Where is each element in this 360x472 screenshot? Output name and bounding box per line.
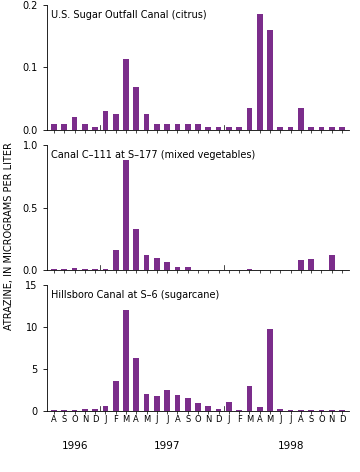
Bar (185, 124, 190, 130)
Bar (92, 127, 98, 130)
Bar (51, 124, 57, 130)
Bar (288, 127, 293, 130)
Bar (154, 124, 160, 130)
Bar (103, 111, 108, 130)
Bar (195, 124, 201, 130)
Bar (216, 127, 221, 130)
Bar (185, 267, 190, 270)
Bar (195, 403, 201, 411)
Text: 1996: 1996 (61, 441, 88, 451)
Bar (144, 114, 149, 130)
Bar (113, 381, 118, 411)
Bar (51, 269, 57, 270)
Bar (329, 255, 334, 270)
Text: ATRAZINE, IN MICROGRAMS PER LITER: ATRAZINE, IN MICROGRAMS PER LITER (4, 142, 14, 330)
Bar (82, 124, 88, 130)
Bar (247, 108, 252, 130)
Bar (103, 406, 108, 411)
Bar (329, 127, 334, 130)
Bar (278, 127, 283, 130)
Bar (82, 409, 88, 411)
Bar (72, 268, 77, 270)
Bar (164, 261, 170, 270)
Bar (92, 269, 98, 270)
Bar (278, 409, 283, 411)
Bar (154, 258, 160, 270)
Bar (154, 396, 160, 411)
Bar (123, 59, 129, 130)
Bar (257, 407, 262, 411)
Bar (339, 127, 345, 130)
Bar (206, 127, 211, 130)
Bar (144, 255, 149, 270)
Bar (164, 124, 170, 130)
Bar (82, 269, 88, 270)
Bar (236, 127, 242, 130)
Text: Canal C–111 at S–177 (mixed vegetables): Canal C–111 at S–177 (mixed vegetables) (51, 150, 256, 160)
Bar (206, 405, 211, 411)
Text: Hillsboro Canal at S–6 (sugarcane): Hillsboro Canal at S–6 (sugarcane) (51, 290, 220, 300)
Bar (308, 127, 314, 130)
Bar (164, 390, 170, 411)
Bar (247, 386, 252, 411)
Bar (298, 260, 304, 270)
Bar (123, 160, 129, 270)
Bar (185, 398, 190, 411)
Text: 1998: 1998 (277, 441, 304, 451)
Bar (308, 259, 314, 270)
Bar (247, 269, 252, 270)
Bar (134, 87, 139, 130)
Bar (62, 269, 67, 270)
Bar (72, 118, 77, 130)
Bar (226, 402, 232, 411)
Bar (123, 311, 129, 411)
Bar (226, 127, 232, 130)
Bar (267, 30, 273, 130)
Bar (134, 358, 139, 411)
Bar (175, 124, 180, 130)
Bar (113, 250, 118, 270)
Text: 1997: 1997 (154, 441, 180, 451)
Bar (92, 409, 98, 411)
Bar (257, 14, 262, 130)
Bar (134, 229, 139, 270)
Bar (267, 329, 273, 411)
Bar (175, 395, 180, 411)
Bar (72, 410, 77, 411)
Bar (113, 114, 118, 130)
Bar (236, 410, 242, 411)
Bar (319, 127, 324, 130)
Bar (62, 124, 67, 130)
Bar (216, 409, 221, 411)
Text: U.S. Sugar Outfall Canal (citrus): U.S. Sugar Outfall Canal (citrus) (51, 10, 207, 20)
Bar (103, 269, 108, 270)
Bar (175, 267, 180, 270)
Bar (144, 394, 149, 411)
Bar (298, 108, 304, 130)
